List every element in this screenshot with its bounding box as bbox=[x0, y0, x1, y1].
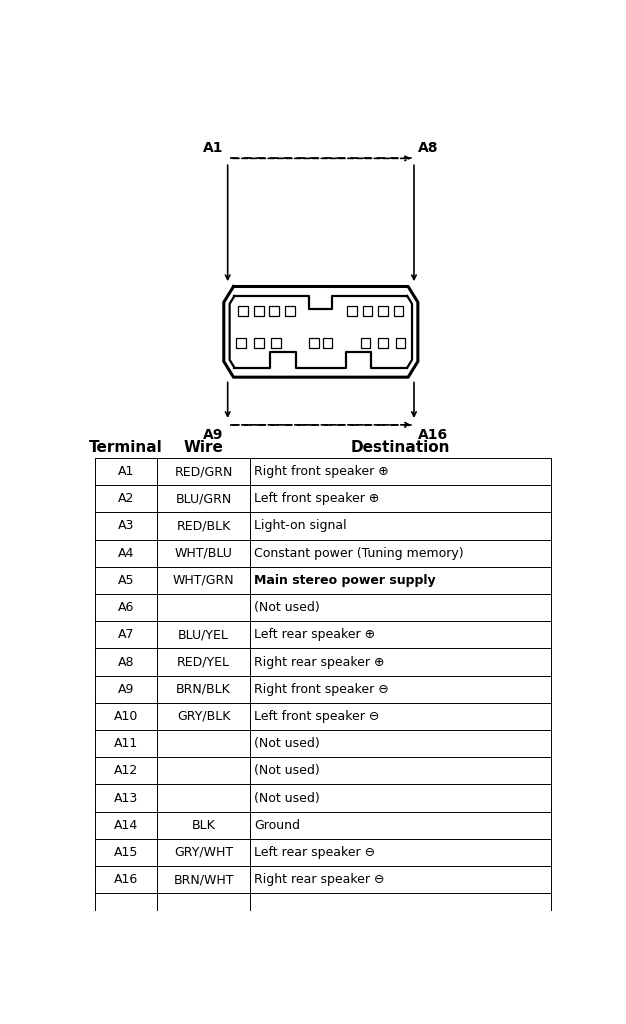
Text: Right rear speaker ⊕: Right rear speaker ⊕ bbox=[254, 655, 384, 669]
Text: GRY/WHT: GRY/WHT bbox=[174, 846, 233, 859]
Bar bbox=[322, 338, 332, 348]
Text: A8: A8 bbox=[418, 141, 438, 156]
Text: A1: A1 bbox=[203, 141, 224, 156]
Text: Left front speaker ⊕: Left front speaker ⊕ bbox=[254, 493, 379, 505]
Text: Left rear speaker ⊕: Left rear speaker ⊕ bbox=[254, 629, 376, 641]
Text: A1: A1 bbox=[118, 465, 134, 478]
Text: A6: A6 bbox=[118, 601, 134, 614]
Text: Right front speaker ⊕: Right front speaker ⊕ bbox=[254, 465, 389, 478]
Text: A5: A5 bbox=[118, 573, 134, 587]
Text: WHT/GRN: WHT/GRN bbox=[173, 573, 234, 587]
Text: A9: A9 bbox=[203, 428, 224, 442]
Bar bbox=[394, 306, 403, 316]
Text: Left rear speaker ⊖: Left rear speaker ⊖ bbox=[254, 846, 376, 859]
Text: A15: A15 bbox=[114, 846, 138, 859]
Text: WHT/BLU: WHT/BLU bbox=[175, 547, 232, 560]
Bar bbox=[269, 306, 279, 316]
Text: RED/GRN: RED/GRN bbox=[175, 465, 233, 478]
Text: RED/BLK: RED/BLK bbox=[177, 519, 230, 532]
Bar bbox=[361, 338, 371, 348]
Text: BRN/WHT: BRN/WHT bbox=[173, 873, 233, 886]
Text: A14: A14 bbox=[114, 819, 138, 831]
Text: (Not used): (Not used) bbox=[254, 764, 320, 777]
Text: RED/YEL: RED/YEL bbox=[177, 655, 230, 669]
Bar bbox=[362, 306, 372, 316]
Text: A12: A12 bbox=[114, 764, 138, 777]
Bar bbox=[378, 338, 387, 348]
Text: (Not used): (Not used) bbox=[254, 792, 320, 805]
Text: A4: A4 bbox=[118, 547, 134, 560]
Text: A8: A8 bbox=[118, 655, 134, 669]
Text: (Not used): (Not used) bbox=[254, 601, 320, 614]
Text: Destination: Destination bbox=[351, 439, 451, 455]
Bar bbox=[309, 338, 319, 348]
Text: A3: A3 bbox=[118, 519, 134, 532]
Text: Terminal: Terminal bbox=[89, 439, 163, 455]
Text: A13: A13 bbox=[114, 792, 138, 805]
Text: Ground: Ground bbox=[254, 819, 300, 831]
Bar bbox=[239, 306, 248, 316]
Text: A2: A2 bbox=[118, 493, 134, 505]
Text: BLK: BLK bbox=[192, 819, 215, 831]
Text: BLU/GRN: BLU/GRN bbox=[175, 493, 232, 505]
Text: A7: A7 bbox=[118, 629, 134, 641]
Bar bbox=[378, 306, 387, 316]
Bar bbox=[347, 306, 357, 316]
Text: Right front speaker ⊖: Right front speaker ⊖ bbox=[254, 683, 389, 695]
Text: A9: A9 bbox=[118, 683, 134, 695]
Text: (Not used): (Not used) bbox=[254, 737, 320, 751]
Text: A16: A16 bbox=[418, 428, 448, 442]
Text: Constant power (Tuning memory): Constant power (Tuning memory) bbox=[254, 547, 464, 560]
Bar bbox=[271, 338, 281, 348]
Text: A11: A11 bbox=[114, 737, 138, 751]
Bar bbox=[237, 338, 246, 348]
Bar bbox=[285, 306, 295, 316]
Text: Left front speaker ⊖: Left front speaker ⊖ bbox=[254, 710, 379, 723]
Text: Wire: Wire bbox=[183, 439, 223, 455]
Text: GRY/BLK: GRY/BLK bbox=[177, 710, 230, 723]
Text: Main stereo power supply: Main stereo power supply bbox=[254, 573, 436, 587]
Text: A10: A10 bbox=[114, 710, 138, 723]
Bar bbox=[396, 338, 405, 348]
Bar bbox=[254, 306, 264, 316]
Bar bbox=[254, 338, 264, 348]
Text: Right rear speaker ⊖: Right rear speaker ⊖ bbox=[254, 873, 384, 886]
Text: Light-on signal: Light-on signal bbox=[254, 519, 347, 532]
Text: A16: A16 bbox=[114, 873, 138, 886]
Text: BLU/YEL: BLU/YEL bbox=[178, 629, 229, 641]
Text: BRN/BLK: BRN/BLK bbox=[176, 683, 231, 695]
